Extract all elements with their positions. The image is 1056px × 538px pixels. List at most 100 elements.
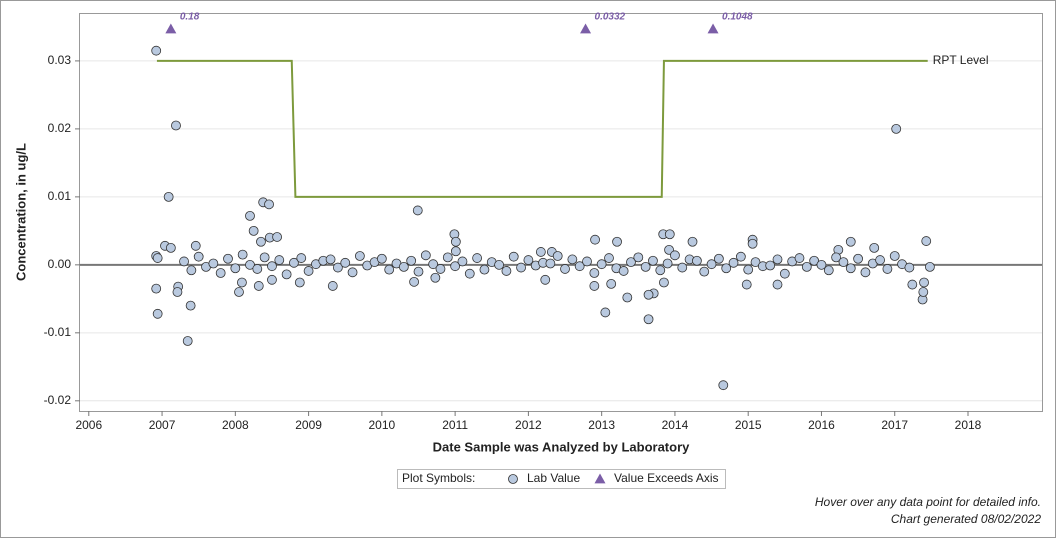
data-point [921,236,932,246]
data-point [659,277,669,288]
x-tick-label: 2009 [295,418,322,432]
data-point [596,259,607,270]
data-point [655,265,666,276]
data-point [589,281,600,291]
exceedance-label: 0.1048 [722,12,753,23]
data-point [256,236,266,247]
x-tick-label: 2007 [149,418,176,432]
x-tick-label: 2008 [222,418,249,432]
x-tick-label: 2016 [808,418,835,432]
data-point [501,266,512,276]
data-point [294,277,305,288]
data-point [622,292,633,303]
data-point [574,261,585,272]
data-point [687,236,698,247]
data-point [869,242,880,253]
data-point [272,232,282,242]
data-point [919,277,929,288]
data-point [248,225,259,236]
data-point [190,240,201,251]
data-point [182,336,193,346]
data-point [523,255,534,265]
data-point [823,265,834,276]
legend-symbol [508,474,518,484]
data-point [765,260,776,271]
data-point [234,287,244,297]
data-point [801,261,812,272]
data-point [398,261,409,272]
x-tick-label: 2012 [515,418,542,432]
data-point [643,314,654,325]
data-point [670,250,680,261]
data-point [267,274,277,285]
data-point [420,250,431,261]
exceedance-label: 0.18 [180,12,200,23]
data-point [590,234,600,245]
exceedance-marker [707,23,719,34]
x-tick-label: 2013 [588,418,615,432]
data-point [545,258,556,269]
data-point [152,308,163,319]
data-point [750,257,761,268]
data-point [252,264,263,274]
data-point [340,257,351,268]
data-point [728,257,739,268]
data-point [918,287,929,297]
data-point [699,266,710,277]
legend-symbol [594,473,606,484]
data-point [567,254,578,265]
data-point [626,257,636,268]
data-point [472,253,483,263]
data-point [186,265,197,276]
data-point [904,262,915,273]
data-point [264,199,274,210]
data-point [633,252,644,263]
data-point [582,256,592,267]
data-point [772,279,783,290]
data-point [479,264,490,275]
data-point [412,205,423,216]
data-point [741,279,752,290]
data-point [560,264,570,274]
x-tick-label: 2015 [735,418,762,432]
data-point [618,266,629,276]
y-tick-label: 0.02 [48,121,72,135]
data-point [428,259,439,270]
x-tick-label: 2018 [955,418,982,432]
y-tick-label: -0.02 [44,393,72,407]
data-point [860,267,871,278]
data-point [435,264,446,274]
y-tick-label: 0.01 [48,189,72,203]
legend-label: Lab Value [527,471,580,485]
data-point [612,236,622,247]
legend-title: Plot Symbols: [402,471,475,485]
reference-line [156,59,928,198]
data-point [747,238,758,249]
exceedance-label: 0.0332 [595,12,626,23]
y-tick-label: 0.03 [48,53,72,67]
data-point [347,267,358,278]
data-point [152,253,163,263]
data-point [718,380,729,391]
data-point [853,253,863,264]
data-point [516,262,526,273]
data-point [245,259,255,270]
data-point [223,253,233,264]
data-point [384,264,395,275]
x-tick-label: 2006 [75,418,102,432]
data-point [535,247,546,257]
x-tick-label: 2017 [881,418,908,432]
legend-box [397,469,726,489]
x-axis-label: Date Sample was Analyzed by Laboratory [433,439,690,454]
data-point [237,277,247,288]
data-point [845,236,856,247]
data-point [163,191,174,202]
data-point [259,252,270,263]
data-point [151,283,162,294]
data-point [457,256,468,267]
data-point [772,254,783,265]
data-point [281,269,292,280]
data-point [838,257,849,268]
data-point [692,255,702,266]
